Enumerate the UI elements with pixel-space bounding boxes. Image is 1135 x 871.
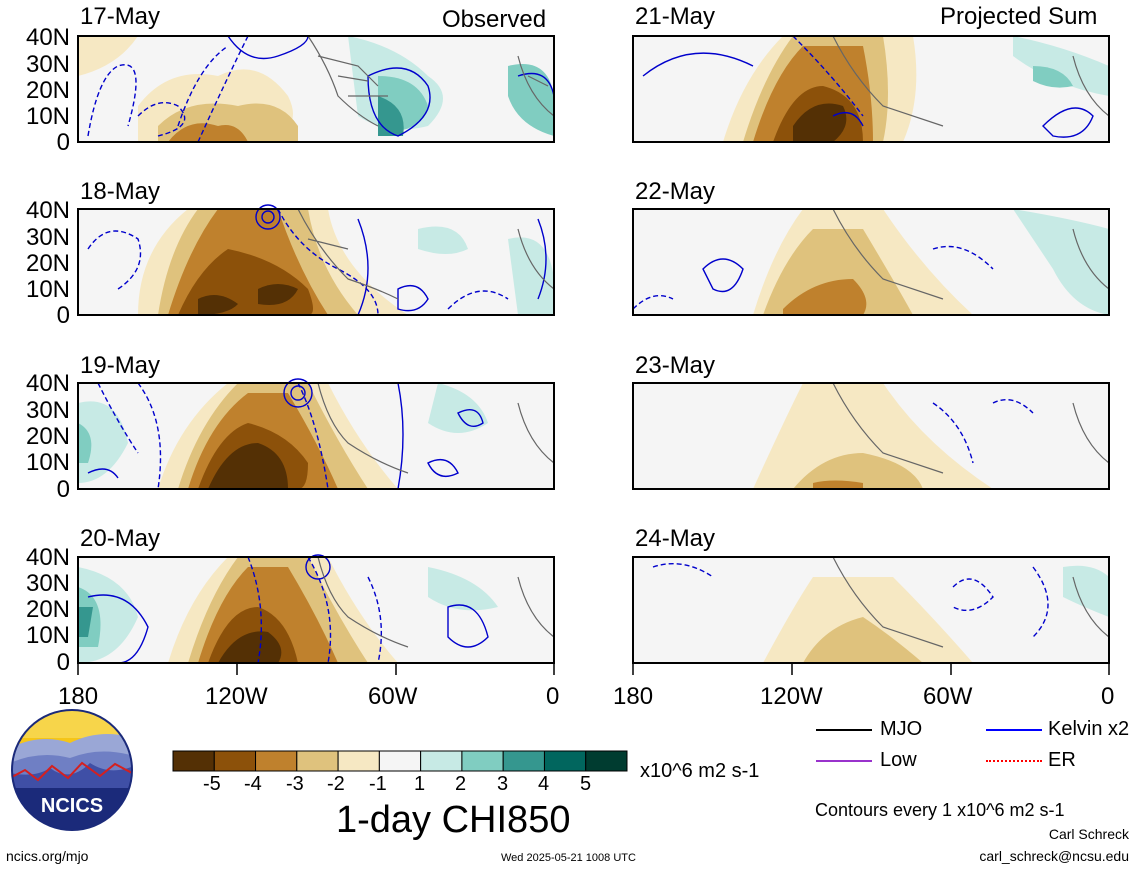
- panel-date-right-3: 23-May: [635, 352, 716, 379]
- ytick: 40N: [25, 197, 70, 224]
- ytick: 0: [56, 649, 70, 676]
- colorbar-tick: 4: [538, 773, 550, 795]
- legend-line-low: [816, 760, 872, 762]
- map-panel-19-may: [78, 378, 555, 490]
- panel-date-left-4: 20-May: [80, 525, 161, 552]
- xtick-right-0: 0: [1101, 683, 1115, 710]
- colorbar-swatch: [337, 750, 380, 772]
- xtick-left-120w: 120W: [205, 683, 268, 710]
- xtick-right-60w: 60W: [923, 683, 973, 710]
- xtick-right-180: 180: [613, 683, 654, 710]
- colorbar-swatch: [585, 750, 628, 772]
- colorbar-tick: 1: [414, 773, 426, 795]
- map-panels: [77, 35, 1110, 675]
- contours-note: Contours every 1 x10^6 m2 s-1: [815, 800, 1065, 820]
- ytick: 30N: [25, 570, 70, 597]
- panel-date-left-3: 19-May: [80, 352, 161, 379]
- map-panel-17-may: [78, 35, 555, 143]
- colorbar-tick: -4: [244, 773, 262, 795]
- colorbar-tick: -3: [286, 773, 304, 795]
- legend-line-mjo: [816, 729, 872, 731]
- xtick-left-0: 0: [546, 683, 560, 710]
- map-panel-23-may: [633, 382, 1110, 489]
- panel-date-left-1: 17-May: [80, 3, 161, 30]
- ytick: 40N: [25, 544, 70, 571]
- map-panel-20-may: [78, 554, 555, 664]
- ytick: 30N: [25, 51, 70, 78]
- legend-line-er: [986, 760, 1042, 762]
- ytick: 0: [56, 129, 70, 156]
- colorbar-swatch: [213, 750, 257, 772]
- author-email[interactable]: carl_schreck@ncsu.edu: [979, 848, 1129, 864]
- legend-label-low: Low: [880, 749, 917, 771]
- ytick: 40N: [25, 24, 70, 51]
- colorbar-units: x10^6 m2 s-1: [640, 760, 760, 782]
- projected-sum-label: Projected Sum: [940, 3, 1098, 30]
- legend-label-er: ER: [1048, 749, 1076, 771]
- colorbar-swatch: [502, 750, 545, 772]
- ytick: 0: [56, 302, 70, 329]
- colorbar-swatch: [296, 750, 339, 772]
- colorbar-swatches: [172, 750, 628, 772]
- ytick: 40N: [25, 370, 70, 397]
- ytick: 20N: [25, 423, 70, 450]
- legend-line-kelvin: [986, 729, 1042, 731]
- colorbar-tick: -2: [327, 773, 345, 795]
- ncics-logo: NCICS: [11, 709, 133, 831]
- colorbar-tick: 5: [580, 773, 592, 795]
- logo-text: NCICS: [41, 795, 103, 817]
- ytick: 20N: [25, 596, 70, 623]
- colorbar-tick: 2: [455, 773, 467, 795]
- panel-date-right-4: 24-May: [635, 525, 716, 552]
- colorbar-swatch: [172, 750, 215, 772]
- colorbar-tick: -1: [369, 773, 387, 795]
- xtick-left-180: 180: [58, 683, 99, 710]
- map-panel-21-may: [633, 35, 1110, 142]
- colorbar-swatch: [543, 750, 587, 772]
- ytick: 20N: [25, 250, 70, 277]
- colorbar-tick: 3: [497, 773, 509, 795]
- colorbar-swatch: [420, 750, 463, 772]
- ytick: 30N: [25, 224, 70, 251]
- colorbar-swatch: [255, 750, 298, 772]
- timestamp: Wed 2025-05-21 1008 UTC: [501, 852, 636, 864]
- ytick: 10N: [25, 103, 70, 130]
- colorbar-swatch: [378, 750, 422, 772]
- xtick-right-120w: 120W: [760, 683, 823, 710]
- ytick: 10N: [25, 622, 70, 649]
- panel-date-right-1: 21-May: [635, 3, 716, 30]
- xtick-left-60w: 60W: [368, 683, 418, 710]
- colorbar-swatch: [461, 750, 504, 772]
- chart-title: 1-day CHI850: [336, 799, 571, 841]
- legend-label-kelvin: Kelvin x2: [1048, 718, 1130, 740]
- ytick: 30N: [25, 397, 70, 424]
- site-url[interactable]: ncics.org/mjo: [6, 848, 89, 864]
- map-panel-18-may: [78, 204, 555, 316]
- ytick: 20N: [25, 77, 70, 104]
- ytick: 10N: [25, 276, 70, 303]
- colorbar-tick: -5: [203, 773, 221, 795]
- author-name: Carl Schreck: [1048, 826, 1129, 842]
- map-panel-24-may: [633, 556, 1110, 663]
- map-panel-22-may: [632, 208, 1110, 315]
- ytick: 10N: [25, 449, 70, 476]
- legend-label-mjo: MJO: [880, 718, 923, 740]
- panel-date-right-2: 22-May: [635, 178, 716, 205]
- observed-label: Observed: [442, 6, 547, 33]
- panel-date-left-2: 18-May: [80, 178, 161, 205]
- ytick: 0: [56, 476, 70, 503]
